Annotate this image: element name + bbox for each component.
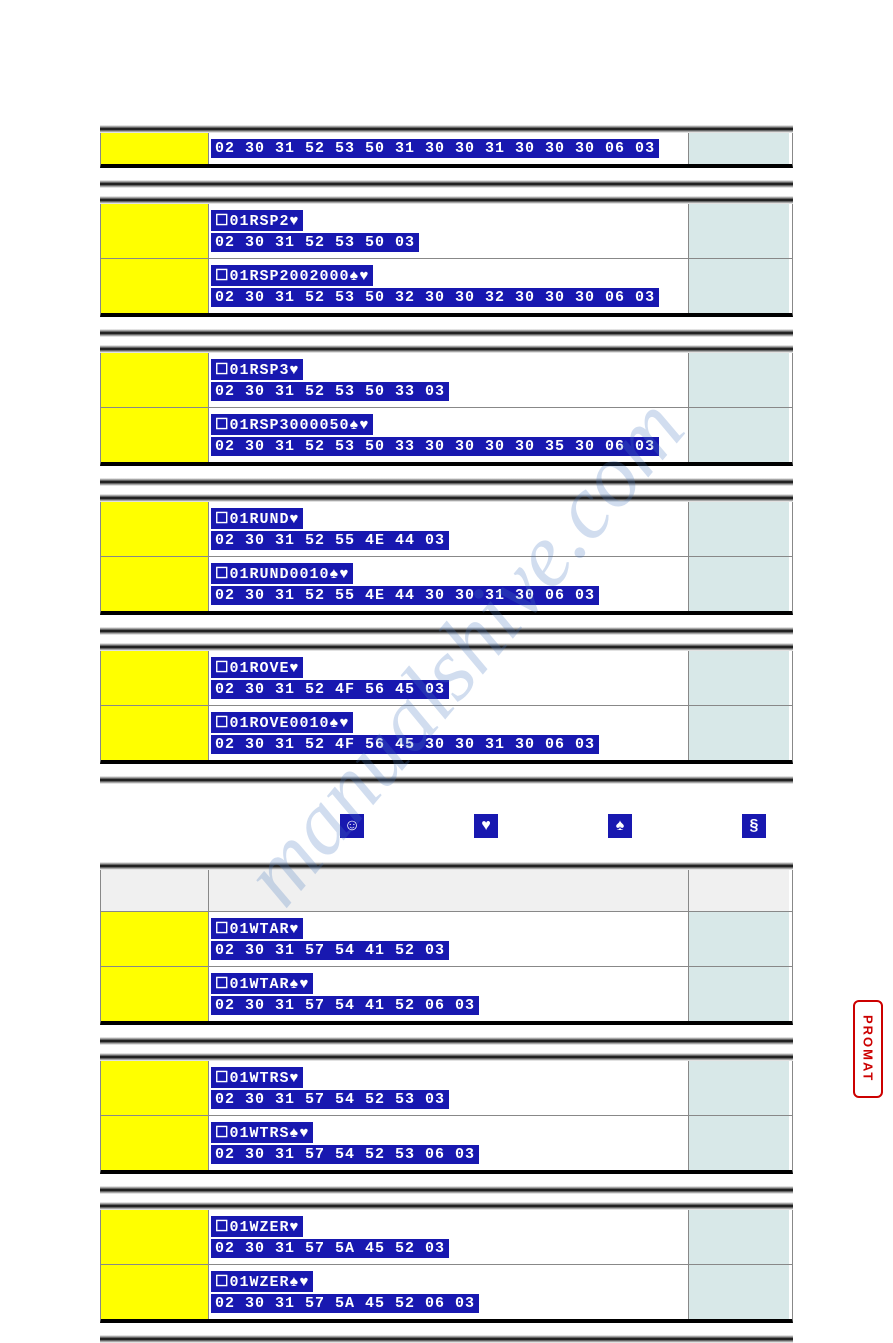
heart-icon: ♥ [474, 814, 498, 838]
right-cell [689, 502, 789, 556]
header-left [101, 870, 209, 911]
cmd-line: ☐01ROVE0010♠♥ [211, 712, 353, 733]
main-content: 02 30 31 52 53 50 31 30 30 31 30 30 30 0… [100, 125, 793, 1343]
side-tab-promat[interactable]: PROMAT [853, 1000, 883, 1098]
right-cell [689, 1061, 789, 1115]
section-0: 02 30 31 52 53 50 31 30 30 31 30 30 30 0… [100, 133, 793, 168]
data-cell: ☐01WZER♥ 02 30 31 57 5A 45 52 03 [209, 1210, 689, 1264]
row-label [101, 1061, 209, 1115]
hex-line: 02 30 31 52 53 50 33 03 [211, 382, 449, 401]
legend-row: ☺ ♥ ♠ § [100, 814, 793, 838]
hex-line: 02 30 31 57 5A 45 52 06 03 [211, 1294, 479, 1313]
right-cell [689, 408, 789, 462]
right-cell [689, 557, 789, 611]
data-cell: ☐01WTAR♠♥ 02 30 31 57 54 41 52 06 03 [209, 967, 689, 1021]
face-icon: ☺ [340, 814, 364, 838]
hex-line: 02 30 31 57 5A 45 52 03 [211, 1239, 449, 1258]
cmd-line: ☐01ROVE♥ [211, 657, 303, 678]
row-label [101, 1210, 209, 1264]
row-label [101, 1265, 209, 1319]
data-cell: ☐01WTRS♠♥ 02 30 31 57 54 52 53 06 03 [209, 1116, 689, 1170]
right-cell [689, 1265, 789, 1319]
cmd-line: ☐01RSP3♥ [211, 359, 303, 380]
hex-line: 02 30 31 52 53 50 33 30 30 30 30 35 30 0… [211, 437, 659, 456]
data-cell: ☐01ROVE♥ 02 30 31 52 4F 56 45 03 [209, 651, 689, 705]
hex-line: 02 30 31 52 53 50 03 [211, 233, 419, 252]
cmd-line: ☐01WTAR♥ [211, 918, 303, 939]
hex-line: 02 30 31 52 55 4E 44 30 30 31 30 06 03 [211, 586, 599, 605]
spade-icon: ♠ [608, 814, 632, 838]
row-label [101, 502, 209, 556]
hex-line: 02 30 31 57 54 52 53 03 [211, 1090, 449, 1109]
row-label [101, 967, 209, 1021]
cmd-line: ☐01RUND♥ [211, 508, 303, 529]
cmd-line: ☐01RUND0010♠♥ [211, 563, 353, 584]
hex-line: 02 30 31 52 4F 56 45 03 [211, 680, 449, 699]
cmd-line: ☐01WZER♥ [211, 1216, 303, 1237]
right-cell [689, 1210, 789, 1264]
row-label [101, 651, 209, 705]
cmd-line: ☐01WTRS♠♥ [211, 1122, 313, 1143]
row-label [101, 259, 209, 313]
data-cell: ☐01RUND0010♠♥ 02 30 31 52 55 4E 44 30 30… [209, 557, 689, 611]
hex-line: 02 30 31 57 54 41 52 03 [211, 941, 449, 960]
cmd-line: ☐01WTAR♠♥ [211, 973, 313, 994]
row-label [101, 408, 209, 462]
hex-line: 02 30 31 52 53 50 32 30 30 32 30 30 30 0… [211, 288, 659, 307]
data-cell: ☐01RSP3000050♠♥ 02 30 31 52 53 50 33 30 … [209, 408, 689, 462]
row-label [101, 557, 209, 611]
data-cell: ☐01RSP2♥ 02 30 31 52 53 50 03 [209, 204, 689, 258]
section-3: ☐01RUND♥ 02 30 31 52 55 4E 44 03 ☐01RUND… [100, 502, 793, 615]
row-label [101, 133, 209, 164]
header-mid [209, 870, 689, 911]
cmd-line: ☐01WTRS♥ [211, 1067, 303, 1088]
hex-line: 02 30 31 57 54 52 53 06 03 [211, 1145, 479, 1164]
cmd-line: ☐01RSP3000050♠♥ [211, 414, 373, 435]
hex-line: 02 30 31 52 53 50 31 30 30 31 30 30 30 0… [211, 139, 659, 158]
hex-line: 02 30 31 52 55 4E 44 03 [211, 531, 449, 550]
right-cell [689, 259, 789, 313]
cmd-line: ☐01WZER♠♥ [211, 1271, 313, 1292]
data-cell: ☐01RUND♥ 02 30 31 52 55 4E 44 03 [209, 502, 689, 556]
lower-section-1: ☐01WTRS♥ 02 30 31 57 54 52 53 03 ☐01WTRS… [100, 1061, 793, 1174]
data-cell: ☐01ROVE0010♠♥ 02 30 31 52 4F 56 45 30 30… [209, 706, 689, 760]
lower-section-0: ☐01WTAR♥ 02 30 31 57 54 41 52 03 ☐01WTAR… [100, 870, 793, 1025]
row-label [101, 353, 209, 407]
data-cell: ☐01RSP3♥ 02 30 31 52 53 50 33 03 [209, 353, 689, 407]
row-label [101, 912, 209, 966]
hex-line: 02 30 31 52 4F 56 45 30 30 31 30 06 03 [211, 735, 599, 754]
row-label [101, 706, 209, 760]
header-right [689, 870, 789, 911]
data-cell: ☐01WTAR♥ 02 30 31 57 54 41 52 03 [209, 912, 689, 966]
data-cell: ☐01RSP2002000♠♥ 02 30 31 52 53 50 32 30 … [209, 259, 689, 313]
row-label [101, 1116, 209, 1170]
section-2: ☐01RSP3♥ 02 30 31 52 53 50 33 03 ☐01RSP3… [100, 353, 793, 466]
section-1: ☐01RSP2♥ 02 30 31 52 53 50 03 ☐01RSP2002… [100, 204, 793, 317]
right-cell [689, 1116, 789, 1170]
data-cell: ☐01WZER♠♥ 02 30 31 57 5A 45 52 06 03 [209, 1265, 689, 1319]
right-cell [689, 204, 789, 258]
right-cell [689, 912, 789, 966]
right-cell [689, 133, 789, 164]
hex-line: 02 30 31 57 54 41 52 06 03 [211, 996, 479, 1015]
section-4: ☐01ROVE♥ 02 30 31 52 4F 56 45 03 ☐01ROVE… [100, 651, 793, 764]
section-icon: § [742, 814, 766, 838]
right-cell [689, 353, 789, 407]
right-cell [689, 706, 789, 760]
right-cell [689, 967, 789, 1021]
data-cell: ☐01WTRS♥ 02 30 31 57 54 52 53 03 [209, 1061, 689, 1115]
data-cell: 02 30 31 52 53 50 31 30 30 31 30 30 30 0… [209, 133, 689, 164]
lower-section-2: ☐01WZER♥ 02 30 31 57 5A 45 52 03 ☐01WZER… [100, 1210, 793, 1323]
row-label [101, 204, 209, 258]
cmd-line: ☐01RSP2002000♠♥ [211, 265, 373, 286]
right-cell [689, 651, 789, 705]
cmd-line: ☐01RSP2♥ [211, 210, 303, 231]
